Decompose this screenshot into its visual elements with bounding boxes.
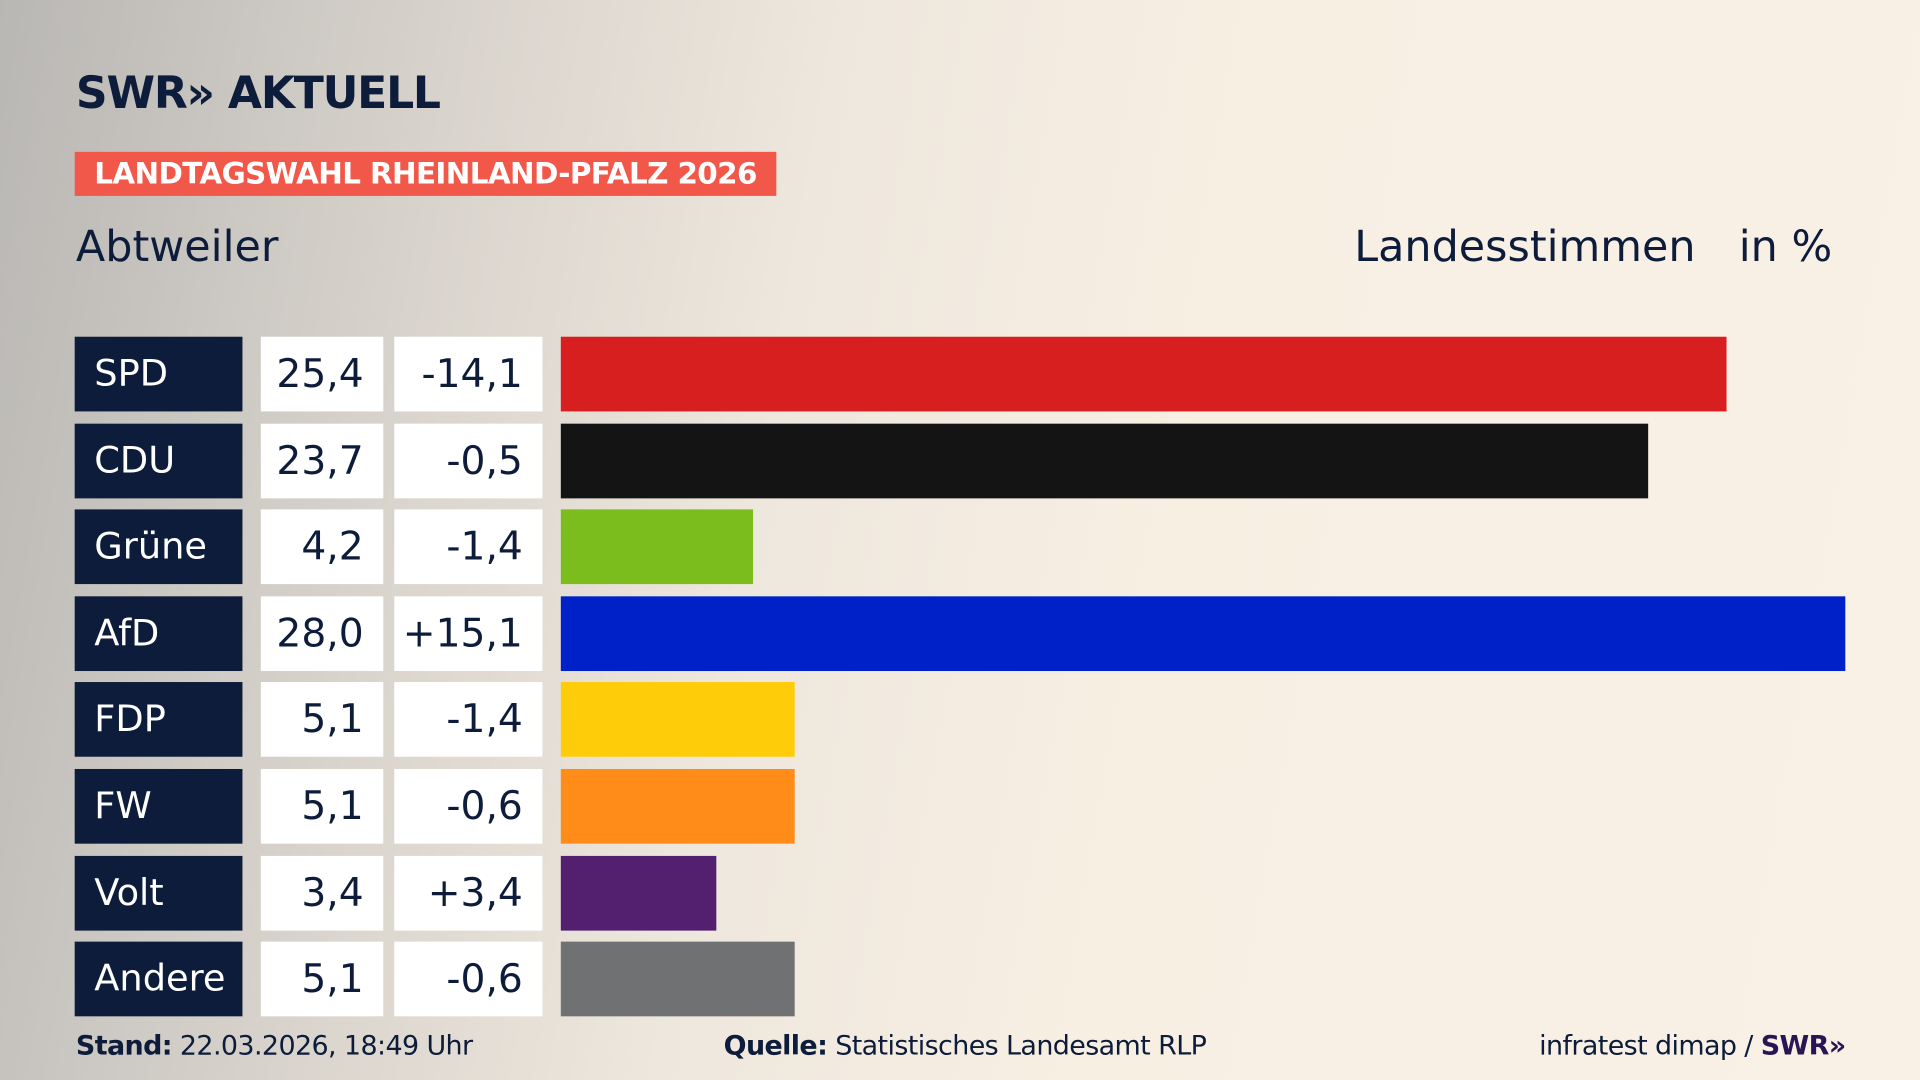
- value-label: 23,7: [260, 423, 384, 498]
- stand-label: Stand:: [75, 1031, 173, 1062]
- value-label: 28,0: [260, 596, 384, 671]
- credit-text: infratest dimap / SWR»: [1539, 1031, 1846, 1062]
- bar: [560, 509, 754, 585]
- diff-label: +15,1: [394, 596, 543, 671]
- party-label: Grüne: [74, 509, 243, 585]
- swr-logo: SWR»: [1760, 1031, 1846, 1062]
- swr-aktuell-logo: SWR» AKTUELL: [75, 68, 441, 119]
- diff-label: -1,4: [394, 682, 543, 758]
- party-label: AfD: [74, 596, 243, 671]
- bar: [560, 596, 1846, 671]
- value-label: 5,1: [260, 941, 384, 1017]
- credit: infratest dimap /: [1539, 1031, 1753, 1062]
- stand-value: 22.03.2026, 18:49 Uhr: [179, 1031, 473, 1062]
- source-value: Statistisches Landesamt RLP: [835, 1031, 1207, 1062]
- bar: [560, 682, 795, 758]
- value-label: 5,1: [260, 682, 384, 758]
- vote-type-label: Landesstimmen: [1354, 222, 1696, 272]
- unit-label: in %: [1738, 222, 1833, 272]
- value-label: 5,1: [260, 768, 384, 844]
- stand-text: Stand: 22.03.2026, 18:49 Uhr: [76, 1031, 473, 1062]
- diff-label: -0,5: [394, 423, 543, 498]
- diff-label: +3,4: [394, 855, 543, 931]
- diff-label: -14,1: [394, 336, 543, 412]
- party-label: CDU: [74, 423, 243, 498]
- party-label: SPD: [74, 336, 243, 412]
- bar: [560, 855, 717, 931]
- source-label: Quelle:: [723, 1031, 828, 1062]
- diff-label: -0,6: [394, 768, 543, 844]
- value-label: 4,2: [260, 509, 384, 585]
- source-text: Quelle: Statistisches Landesamt RLP: [724, 1031, 1207, 1062]
- party-label: Volt: [74, 855, 243, 931]
- value-label: 25,4: [260, 336, 384, 412]
- bar: [560, 941, 795, 1017]
- bar: [560, 423, 1649, 498]
- diff-label: -1,4: [394, 509, 543, 585]
- party-label: Andere: [74, 941, 243, 1017]
- place-name: Abtweiler: [75, 222, 279, 272]
- value-label: 3,4: [260, 855, 384, 931]
- bar: [560, 336, 1727, 412]
- party-label: FDP: [74, 682, 243, 758]
- bar: [560, 768, 795, 844]
- party-label: FW: [74, 768, 243, 844]
- election-tag: LANDTAGSWAHL RHEINLAND-PFALZ 2026: [74, 151, 777, 196]
- diff-label: -0,6: [394, 941, 543, 1017]
